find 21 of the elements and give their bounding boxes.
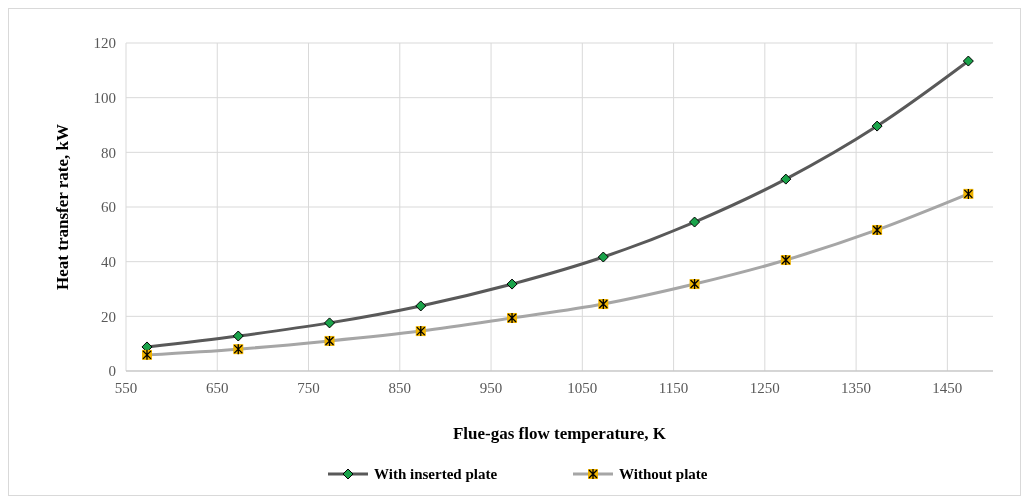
y-tick-label: 100 <box>93 89 116 106</box>
y-tick-label: 60 <box>101 199 116 216</box>
x-tick-label: 1350 <box>841 380 872 396</box>
x-tick-label: 950 <box>479 380 503 396</box>
y-tick-label: 20 <box>101 308 116 325</box>
x-tick-label: 550 <box>114 380 138 396</box>
x-tick-label: 1450 <box>932 380 963 396</box>
x-tick-label: 650 <box>206 380 229 396</box>
x-tick-label: 750 <box>297 380 320 396</box>
y-tick-label: 0 <box>108 363 116 380</box>
x-tick-label: 1150 <box>658 380 689 396</box>
x-tick-label: 1250 <box>749 380 780 396</box>
x-tick-label: 850 <box>388 380 412 396</box>
legend-label: Without plate <box>619 466 708 483</box>
legend-label: With inserted plate <box>374 466 498 483</box>
y-axis-title: Heat transfer rate, kW <box>53 124 72 290</box>
x-axis-title: Flue-gas flow temperature, K <box>452 424 667 443</box>
y-tick-label: 40 <box>101 253 116 270</box>
y-tick-label: 120 <box>93 35 116 52</box>
y-tick-label: 80 <box>101 144 116 161</box>
x-tick-label: 1050 <box>567 380 598 396</box>
